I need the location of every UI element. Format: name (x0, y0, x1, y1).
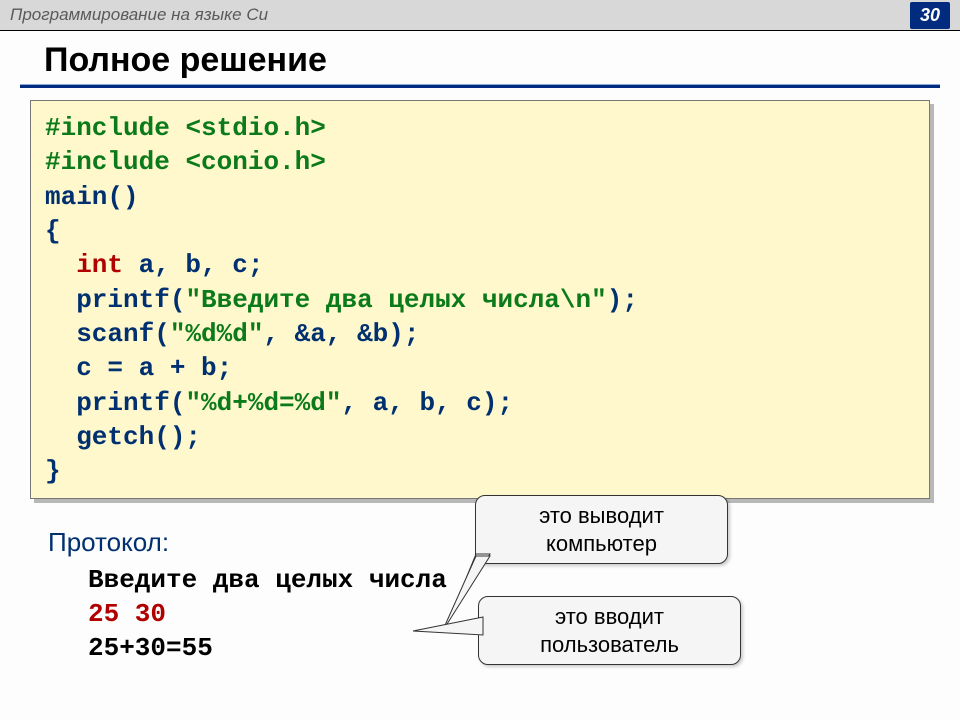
title-underline (20, 84, 940, 88)
code-printf1-b: "Введите два целых числа\n" (185, 285, 606, 315)
code-open-brace: { (45, 216, 61, 246)
code-scanf-a: scanf( (45, 319, 170, 349)
code-printf2-b: "%d+%d=%d" (185, 388, 341, 418)
callout2-line1: это вводит (555, 604, 664, 629)
callout-computer-output: это выводит компьютер (475, 495, 728, 564)
header-title: Программирование на языке Си (10, 5, 268, 25)
header-bar: Программирование на языке Си 30 (0, 0, 960, 31)
protocol-line1: Введите два целых числа (88, 564, 960, 598)
code-block: #include <stdio.h> #include <conio.h> ma… (30, 100, 930, 499)
code-printf1-a: printf( (45, 285, 185, 315)
callout1-line1: это выводит (539, 503, 664, 528)
page-number: 30 (910, 2, 950, 29)
code-scanf-c: , &a, &b); (263, 319, 419, 349)
code-assign: c = a + b; (45, 353, 232, 383)
callout2-line2: пользователь (540, 632, 679, 657)
code-getch: getch(); (45, 422, 201, 452)
slide: Программирование на языке Си 30 Полное р… (0, 0, 960, 720)
callout1-line2: компьютер (546, 531, 657, 556)
code-printf2-a: printf( (45, 388, 185, 418)
main-title: Полное решение (44, 41, 960, 80)
code-include2-b: <conio.h> (185, 147, 325, 177)
code-printf2-c: , a, b, c); (341, 388, 513, 418)
code-close-brace: } (45, 456, 61, 486)
code-int-rest: a, b, c; (123, 250, 263, 280)
code-include1-a: #include (45, 113, 185, 143)
code-printf1-c: ); (607, 285, 638, 315)
code-include1-b: <stdio.h> (185, 113, 325, 143)
code-include2-a: #include (45, 147, 185, 177)
callout2-tail-icon (413, 615, 483, 639)
code-scanf-b: "%d%d" (170, 319, 264, 349)
code-main: main() (45, 182, 139, 212)
code-int-kw: int (45, 250, 123, 280)
callout-user-input: это вводит пользователь (478, 596, 741, 665)
